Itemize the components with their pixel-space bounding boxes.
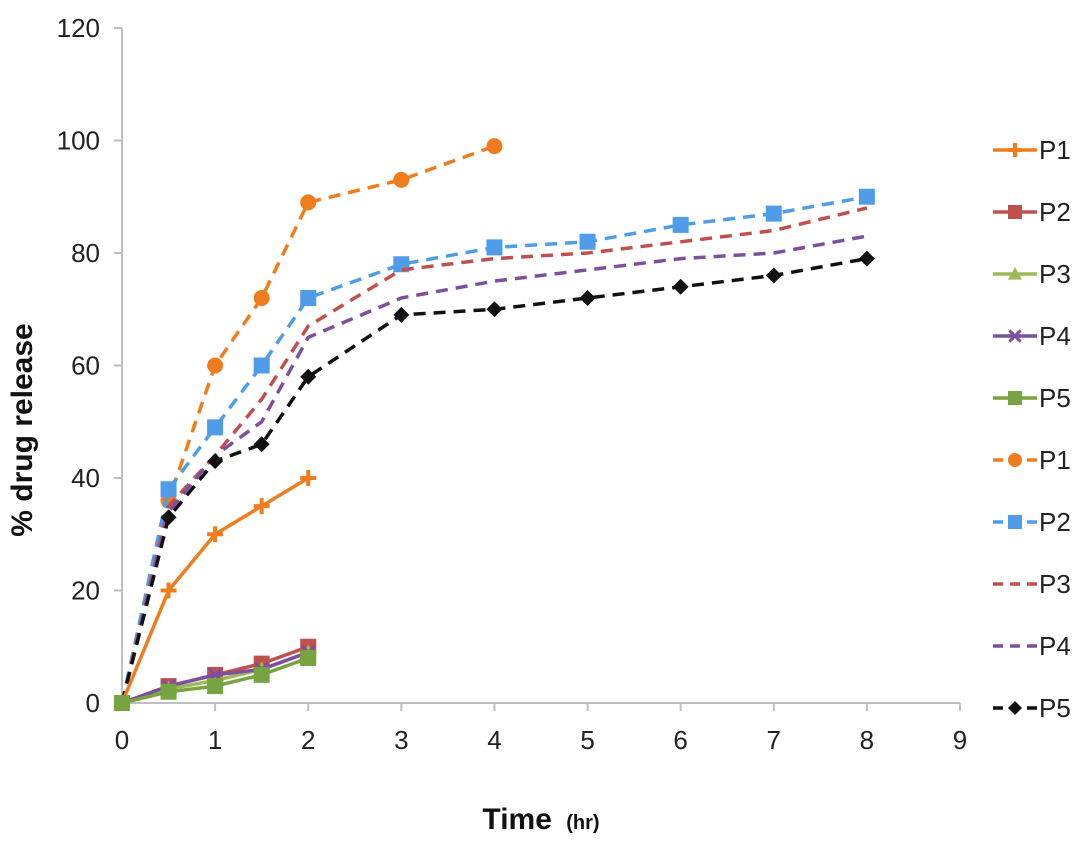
data-point (300, 194, 317, 211)
legend-label: P3 (1039, 259, 1071, 289)
data-point (300, 470, 317, 486)
y-tick-label: 40 (71, 463, 100, 493)
legend-label: P2 (1039, 197, 1071, 227)
legend-entry: P1 (993, 445, 1071, 475)
data-point (1008, 701, 1022, 715)
data-point (160, 509, 177, 526)
data-point (672, 216, 689, 233)
legend-entry: P1 (993, 135, 1071, 165)
legend-label: P5 (1039, 383, 1071, 413)
x-axis-title-main: Time (482, 803, 551, 836)
legend: P1 P2 P3 P4 P5 P1 P2 P3 P4 P5 (993, 135, 1071, 723)
x-tick-label: 3 (394, 725, 408, 755)
data-point (253, 290, 270, 306)
data-point (207, 526, 224, 543)
legend-label: P2 (1039, 507, 1071, 537)
series-line (120, 256, 868, 704)
data-point (160, 481, 177, 498)
data-point (1008, 515, 1022, 529)
data-point (300, 650, 317, 666)
data-point (765, 267, 782, 284)
legend-entry: P5 (993, 693, 1071, 723)
data-point (114, 695, 130, 711)
y-tick-label: 120 (57, 13, 100, 43)
data-point (672, 278, 689, 295)
data-point (858, 250, 875, 267)
data-point (300, 368, 317, 385)
legend-label: P5 (1039, 693, 1071, 723)
x-tick-label: 7 (767, 725, 781, 755)
data-point (1008, 143, 1022, 157)
data-point (486, 138, 503, 155)
series-p5-dashed (114, 250, 875, 711)
data-point (207, 419, 224, 436)
data-point (207, 357, 224, 374)
series-line (120, 144, 495, 704)
legend-label: P1 (1039, 445, 1071, 475)
series-line (120, 195, 868, 704)
y-tick-label: 20 (71, 576, 100, 606)
data-point (1008, 267, 1022, 280)
legend-entry: P4 (993, 631, 1071, 661)
data-point (486, 239, 503, 256)
series-p5-solid (114, 650, 317, 711)
legend-entry: P4 (993, 321, 1071, 351)
x-tick-label: 2 (301, 725, 315, 755)
legend-label: P4 (1039, 321, 1071, 351)
data-point (253, 498, 270, 515)
series-p4-dashed (120, 234, 868, 704)
legend-label: P4 (1039, 631, 1071, 661)
legend-entry: P2 (993, 197, 1071, 227)
data-point (579, 233, 596, 250)
data-point (765, 205, 782, 222)
x-axis-title: Time (hr) (482, 803, 599, 836)
legend-entry: P5 (993, 383, 1071, 413)
series-p1-dashed (114, 138, 503, 711)
series-p2-dashed (114, 188, 875, 711)
legend-label: P3 (1039, 569, 1071, 599)
y-tick-label: 0 (86, 688, 100, 718)
legend-entry: P3 (993, 259, 1071, 289)
data-point (207, 453, 224, 470)
data-point (300, 290, 317, 306)
x-tick-label: 6 (673, 725, 687, 755)
data-point (160, 582, 177, 599)
axes: 0 1 2 3 4 5 6 7 8 9 0 20 40 60 80 100 120 (57, 13, 968, 755)
legend-entry: P2 (993, 507, 1071, 537)
data-point (207, 678, 224, 695)
y-axis-title: % drug release (6, 323, 39, 536)
series-line (120, 234, 868, 704)
series-p1-solid (114, 470, 317, 711)
data-point (253, 357, 270, 374)
y-tick-label: 60 (71, 351, 100, 381)
legend-entry: P3 (993, 569, 1071, 599)
data-point (858, 188, 875, 205)
x-tick-label: 0 (115, 725, 129, 755)
data-point (160, 683, 177, 700)
y-tick-label: 80 (71, 238, 100, 268)
data-point (393, 306, 410, 323)
x-tick-label: 4 (487, 725, 501, 755)
x-tick-label: 1 (208, 725, 222, 755)
x-axis-title-unit: (hr) (566, 812, 599, 834)
data-point (1008, 391, 1022, 405)
data-point (393, 171, 410, 188)
x-tick-label: 8 (860, 725, 874, 755)
data-point (253, 666, 270, 683)
x-tick-label: 5 (580, 725, 594, 755)
data-point (253, 436, 270, 453)
data-point (579, 290, 596, 306)
series-lines (114, 138, 875, 711)
data-point (1008, 205, 1022, 219)
x-tick-label: 9 (953, 725, 967, 755)
data-point (1008, 453, 1022, 467)
legend-label: P1 (1039, 135, 1071, 165)
data-point (1008, 329, 1022, 343)
y-tick-label: 100 (57, 126, 100, 156)
data-point (486, 301, 503, 318)
